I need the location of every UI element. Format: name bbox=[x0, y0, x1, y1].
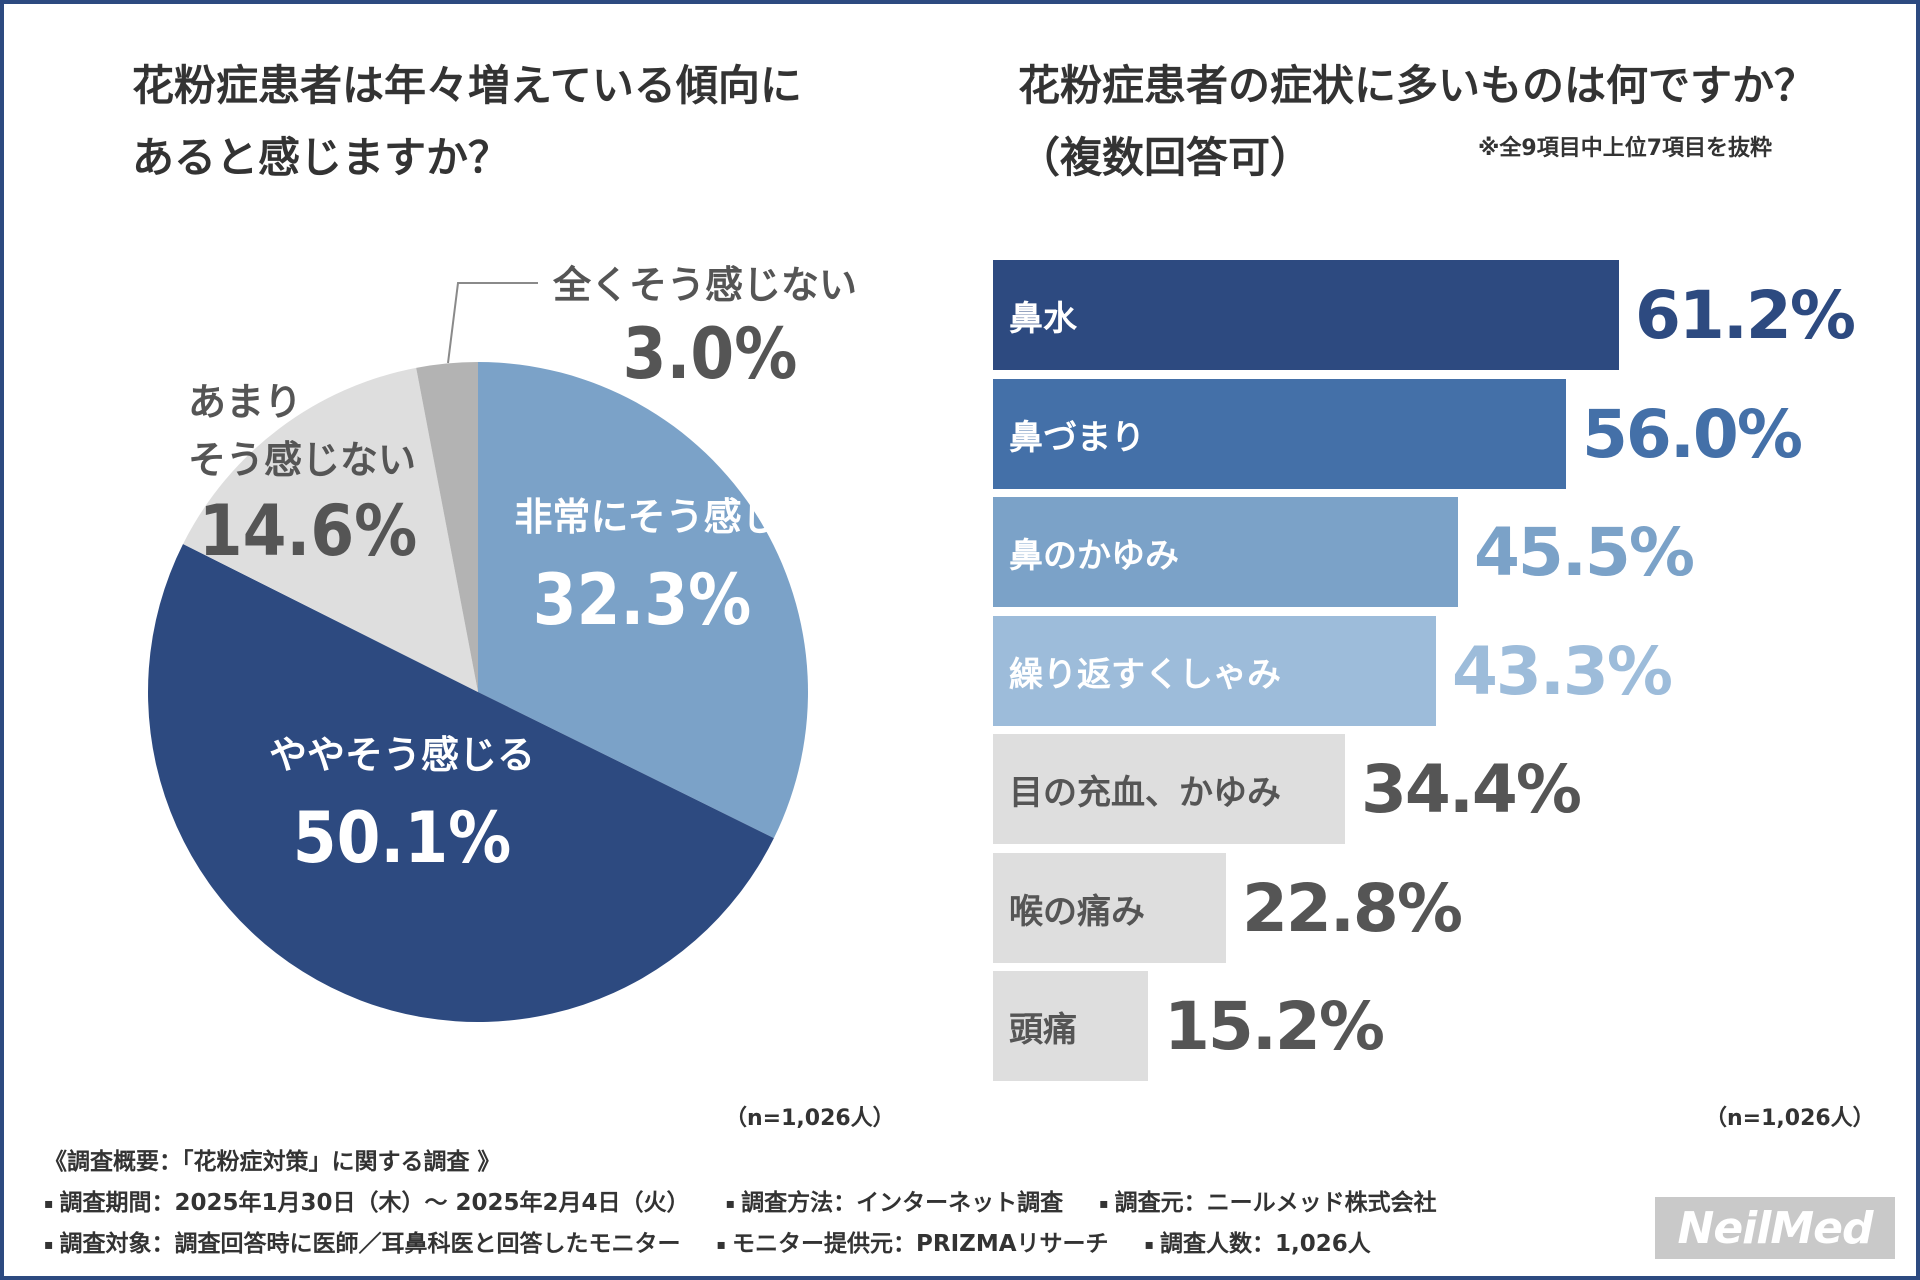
bullet-icon: ▪ bbox=[44, 1236, 54, 1253]
survey-target: 調査対象：調査回答時に医師／耳鼻科医と回答したモニター bbox=[59, 1231, 681, 1257]
survey-source: 調査元：ニールメッド株式会社 bbox=[1114, 1190, 1437, 1216]
bar-itchy-nose-value: 45.5% bbox=[1474, 513, 1695, 591]
bar-sneezing: 繰り返すくしゃみ bbox=[993, 616, 1436, 726]
survey-count: 調査人数：1,026人 bbox=[1160, 1231, 1371, 1257]
pie-slice-not-much bbox=[183, 367, 478, 692]
monitor-provider: モニター提供元：PRIZMAリサーチ bbox=[732, 1231, 1109, 1257]
bullet-icon: ▪ bbox=[44, 1195, 54, 1212]
slice-label-not-much: あまり そう感じない bbox=[188, 380, 416, 482]
slice-value-not-at-all: 3.0% bbox=[623, 313, 798, 395]
bar-headache-value: 15.2% bbox=[1164, 987, 1385, 1065]
left-title-line1: 花粉症患者は年々増えている傾向に bbox=[132, 61, 802, 110]
right-chart-title: 花粉症患者の症状に多いものは何ですか？ （複数回答可） bbox=[1018, 50, 1816, 194]
bar-eye-itch: 目の充血、かゆみ bbox=[993, 734, 1345, 844]
bar-itchy-nose: 鼻のかゆみ bbox=[993, 497, 1458, 607]
survey-details-row1: ▪ 調査期間：2025年1月30日（木）～ 2025年2月4日（火） ▪ 調査方法：… bbox=[44, 1183, 1437, 1217]
slice-label-not-much-line1: あまり bbox=[188, 380, 302, 424]
bar-stuffy-nose-value: 56.0% bbox=[1582, 395, 1803, 473]
slice-label-not-much-line2: そう感じない bbox=[188, 438, 416, 482]
left-sample-size: （n=1,026人） bbox=[725, 1106, 895, 1131]
bar-runny-nose-value: 61.2% bbox=[1635, 276, 1856, 354]
bar-runny-nose: 鼻水 bbox=[993, 260, 1619, 370]
right-chart-note: ※全9項目中上位7項目を抜粋 bbox=[1478, 136, 1773, 161]
pie-slice-somewhat bbox=[148, 544, 774, 1022]
bar-sore-throat: 喉の痛み bbox=[993, 853, 1226, 963]
bar-sneezing-value: 43.3% bbox=[1452, 632, 1673, 710]
right-title-line1: 花粉症患者の症状に多いものは何ですか？ bbox=[1018, 61, 1817, 110]
pie-slice-not-at-all bbox=[416, 362, 478, 692]
survey-period: 調査期間：2025年1月30日（木）～ 2025年2月4日（火） bbox=[59, 1190, 690, 1216]
slice-label-not-at-all: 全くそう感じない bbox=[552, 263, 857, 307]
bar-sore-throat-value: 22.8% bbox=[1242, 869, 1463, 947]
survey-method: 調査方法：インターネット調査 bbox=[741, 1190, 1064, 1216]
bullet-icon: ▪ bbox=[716, 1236, 727, 1253]
right-sample-size: （n=1,026人） bbox=[1705, 1106, 1875, 1131]
bar-headache: 頭痛 bbox=[993, 971, 1148, 1081]
right-title-line2: （複数回答可） bbox=[1018, 133, 1313, 182]
bullet-icon: ▪ bbox=[1144, 1236, 1155, 1253]
leader-line bbox=[447, 282, 538, 364]
pie-slice-very bbox=[478, 362, 808, 839]
left-title-line2: あると感じますか？ bbox=[132, 133, 511, 182]
left-chart-title: 花粉症患者は年々増えている傾向に あると感じますか？ bbox=[132, 50, 802, 194]
slice-label-very: 非常にそう感じる bbox=[514, 495, 817, 539]
slice-value-not-much: 14.6% bbox=[199, 490, 417, 572]
bar-stuffy-nose: 鼻づまり bbox=[993, 379, 1566, 489]
survey-details-row2: ▪ 調査対象：調査回答時に医師／耳鼻科医と回答したモニター ▪ モニター提供元：PR… bbox=[44, 1224, 1371, 1258]
pie-chart: 非常にそう感じる 32.3% ややそう感じる 50.1% あまり そう感じない … bbox=[148, 263, 857, 1022]
slice-value-somewhat: 50.1% bbox=[293, 797, 511, 879]
bullet-icon: ▪ bbox=[725, 1195, 736, 1212]
bar-eye-itch-value: 34.4% bbox=[1361, 750, 1582, 828]
neilmed-logo: NeilMed bbox=[1655, 1197, 1895, 1259]
bullet-icon: ▪ bbox=[1099, 1195, 1109, 1212]
slice-label-somewhat: ややそう感じる bbox=[269, 733, 535, 777]
survey-summary-heading: 《調査概要：「花粉症対策」に関する調査 》 bbox=[44, 1149, 501, 1175]
slice-value-very: 32.3% bbox=[533, 559, 751, 641]
